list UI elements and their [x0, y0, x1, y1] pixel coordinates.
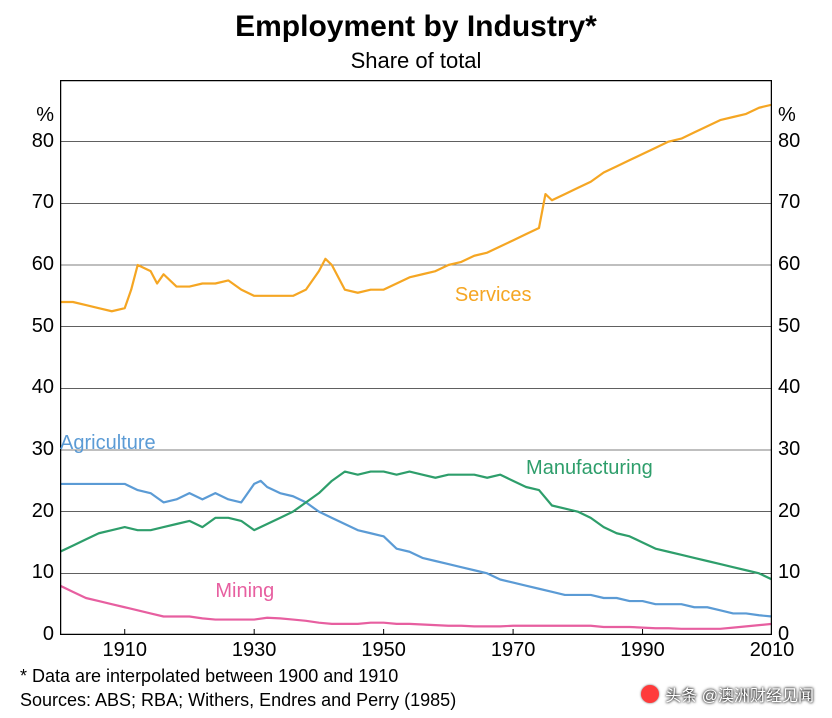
footnote-1: * Data are interpolated between 1900 and…: [20, 666, 398, 687]
y-unit-right: %: [778, 104, 796, 127]
x-tick: 1970: [485, 639, 541, 662]
y-tick-right: 50: [778, 315, 818, 338]
y-tick-right: 10: [778, 561, 818, 584]
chart-title: Employment by Industry*: [0, 10, 832, 44]
y-tick-left: 30: [14, 438, 54, 461]
y-tick-right: 80: [778, 130, 818, 153]
y-tick-left: 40: [14, 376, 54, 399]
y-tick-left: 80: [14, 130, 54, 153]
y-tick-left: 70: [14, 191, 54, 214]
y-unit-left: %: [36, 104, 54, 127]
y-tick-right: 40: [778, 376, 818, 399]
y-tick-left: 20: [14, 500, 54, 523]
watermark: 头条 @澳洲财经见闻: [641, 682, 814, 706]
chart-container: Employment by Industry* Share of total 0…: [0, 0, 832, 718]
y-tick-left: 10: [14, 561, 54, 584]
y-tick-right: 30: [778, 438, 818, 461]
series-label-mining: Mining: [215, 580, 274, 603]
series-label-agriculture: Agriculture: [60, 432, 156, 455]
x-tick: 2010: [744, 639, 800, 662]
x-tick: 1950: [356, 639, 412, 662]
x-tick: 1990: [615, 639, 671, 662]
x-tick: 1930: [226, 639, 282, 662]
y-tick-right: 70: [778, 191, 818, 214]
plot-area: [60, 80, 772, 635]
y-tick-left: 50: [14, 315, 54, 338]
chart-subtitle: Share of total: [0, 48, 832, 74]
y-tick-left: 60: [14, 253, 54, 276]
watermark-icon: [641, 685, 659, 703]
y-tick-right: 20: [778, 500, 818, 523]
y-tick-left: 0: [14, 623, 54, 646]
watermark-text: 头条 @澳洲财经见闻: [665, 682, 814, 706]
footnote-2: Sources: ABS; RBA; Withers, Endres and P…: [20, 690, 456, 711]
y-tick-right: 60: [778, 253, 818, 276]
series-label-services: Services: [455, 284, 532, 307]
series-label-manufacturing: Manufacturing: [526, 457, 653, 480]
x-tick: 1910: [97, 639, 153, 662]
